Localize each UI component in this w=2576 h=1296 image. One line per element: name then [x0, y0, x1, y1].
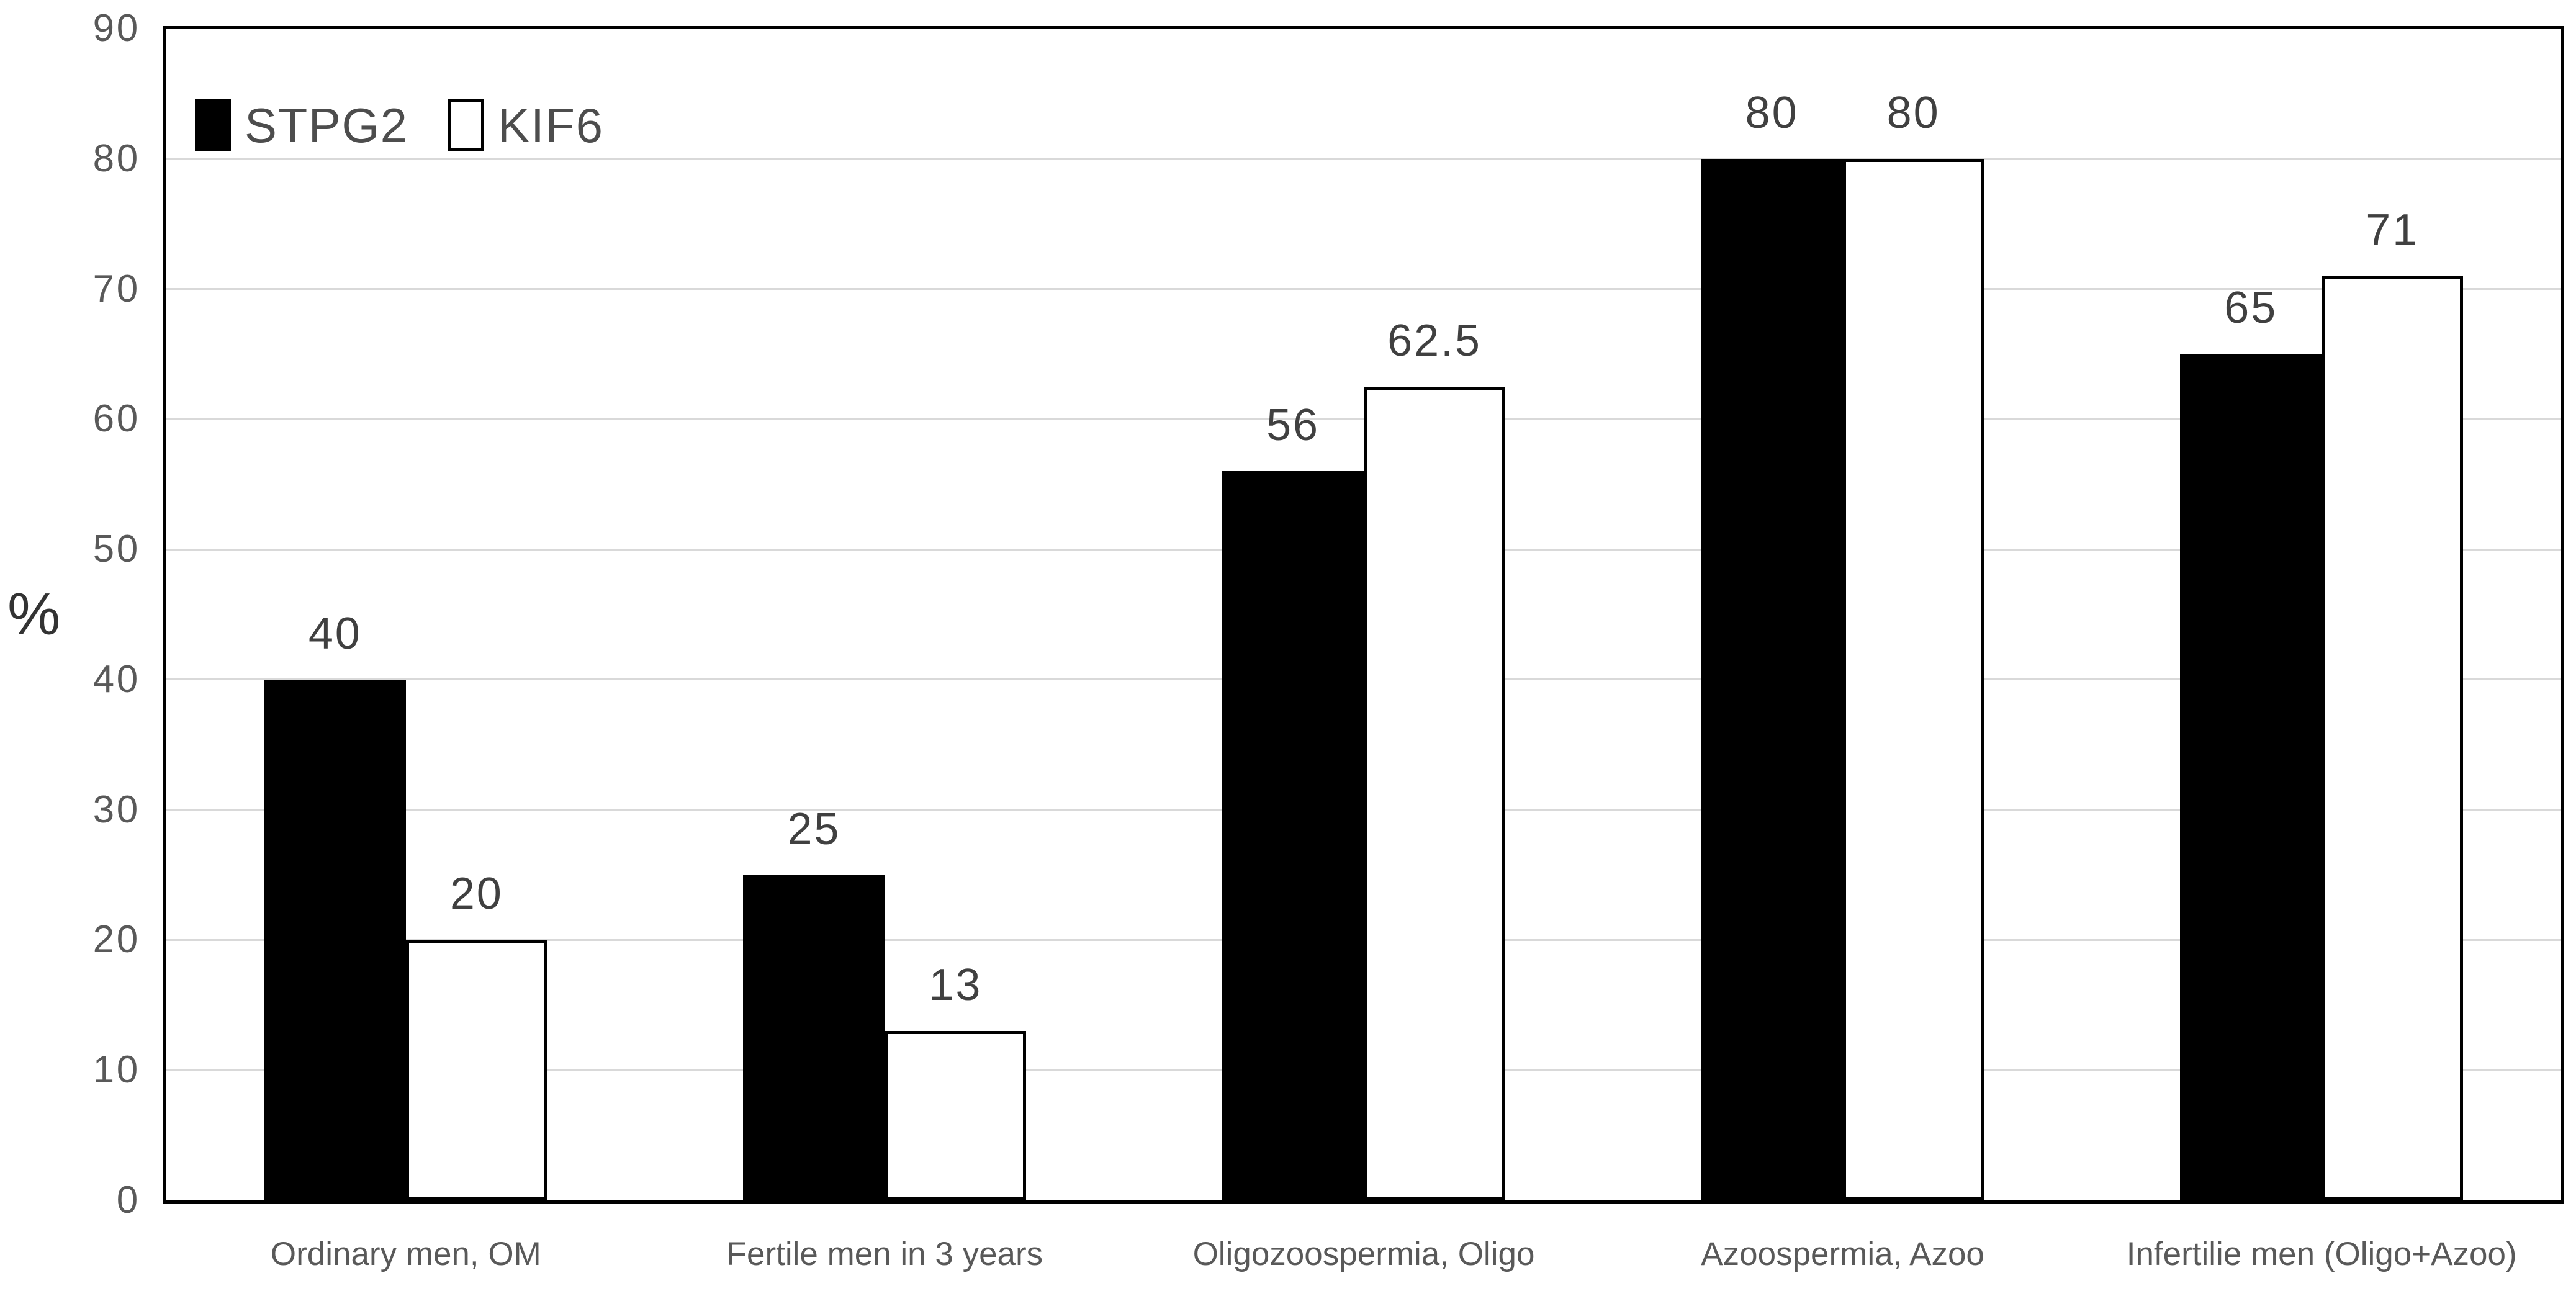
- data-label-kif6-category-1: 20: [449, 869, 503, 919]
- data-label-stpg2-category-5: 65: [2224, 283, 2278, 333]
- bar-kif6-category-4: [1842, 158, 1984, 1200]
- data-label-kif6-category-3: 62.5: [1387, 315, 1482, 366]
- data-label-stpg2-category-4: 80: [1745, 88, 1799, 138]
- y-tick-label-50: 50: [92, 528, 140, 571]
- x-category-label-4: Azoospermia, Azoo: [1701, 1236, 1984, 1272]
- bar-stpg2-category-3: [1222, 471, 1364, 1200]
- x-category-label-3: Oligozoospermia, Oligo: [1192, 1236, 1535, 1272]
- legend-label-stpg2: STPG2: [245, 98, 408, 153]
- data-label-stpg2-category-1: 40: [308, 608, 362, 659]
- x-category-label-2: Fertile men in 3 years: [726, 1236, 1043, 1272]
- legend-label-kif6: KIF6: [497, 98, 604, 153]
- plot-area: 40 20 25 13 56 62.5 80 80 65 71 STPG2 KIF6: [163, 26, 2564, 1204]
- y-tick-label-40: 40: [92, 657, 140, 701]
- gridline-80: [166, 158, 2561, 160]
- bar-stpg2-category-5: [2180, 354, 2322, 1200]
- legend-swatch-kif6-icon: [448, 99, 484, 151]
- y-tick-label-90: 90: [92, 7, 140, 50]
- bar-stpg2-category-2: [743, 875, 885, 1200]
- legend-item-stpg2: STPG2: [195, 99, 408, 151]
- x-category-label-1: Ordinary men, OM: [270, 1236, 541, 1272]
- y-tick-label-70: 70: [92, 267, 140, 310]
- data-label-kif6-category-2: 13: [929, 960, 983, 1010]
- data-label-stpg2-category-2: 25: [787, 804, 841, 854]
- y-tick-label-30: 30: [92, 788, 140, 831]
- bar-kif6-category-3: [1364, 386, 1505, 1200]
- bar-kif6-category-1: [405, 940, 547, 1200]
- x-category-label-5: Infertilie men (Oligo+Azoo): [2126, 1236, 2517, 1272]
- data-label-kif6-category-4: 80: [1886, 88, 1940, 138]
- y-tick-label-0: 0: [116, 1179, 140, 1222]
- legend-item-kif6: KIF6: [448, 99, 604, 151]
- data-label-kif6-category-5: 71: [2366, 205, 2420, 255]
- legend: STPG2 KIF6: [195, 99, 604, 151]
- legend-swatch-stpg2-icon: [195, 99, 231, 151]
- data-label-stpg2-category-3: 56: [1266, 400, 1320, 451]
- bar-kif6-category-5: [2322, 276, 2464, 1200]
- bar-kif6-category-2: [885, 1031, 1027, 1200]
- gridline-70: [166, 288, 2561, 290]
- y-tick-label-10: 10: [92, 1048, 140, 1092]
- bar-stpg2-category-1: [264, 679, 406, 1200]
- y-tick-label-80: 80: [92, 137, 140, 180]
- y-axis-title: %: [7, 581, 61, 647]
- bar-stpg2-category-4: [1701, 158, 1843, 1200]
- y-tick-label-20: 20: [92, 918, 140, 961]
- y-tick-label-60: 60: [92, 397, 140, 441]
